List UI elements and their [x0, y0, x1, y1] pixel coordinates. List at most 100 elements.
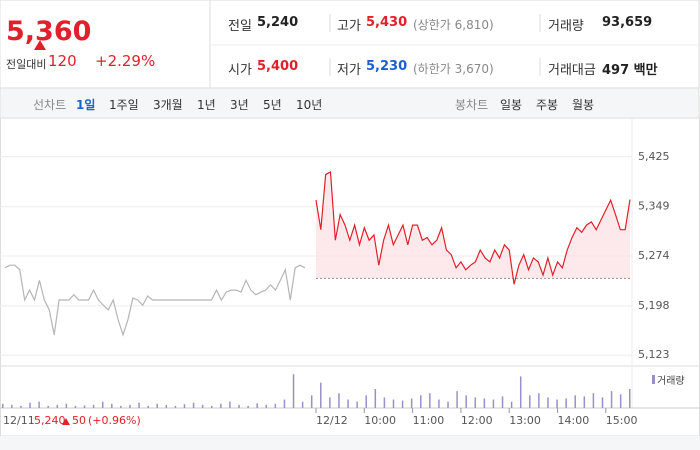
up-arrow: [62, 418, 70, 425]
volume-bar: [292, 374, 295, 408]
stat-label: 시가: [228, 63, 252, 78]
volume-bar: [92, 404, 95, 408]
volume-bar: [156, 403, 158, 408]
change-label: 전일대비: [6, 58, 47, 71]
volume-bar: [501, 396, 504, 408]
tab[interactable]: 1일: [76, 98, 96, 112]
change: 120: [48, 52, 77, 70]
volume-bar: [229, 401, 231, 408]
stat-label: 거래량: [548, 19, 584, 34]
volume-bar: [629, 389, 631, 408]
volume-bar: [338, 393, 340, 408]
volume-bar: [483, 398, 486, 408]
prev-change: 50: [72, 414, 86, 427]
change-pct: +2.29%: [95, 52, 156, 70]
volume-bar: [329, 397, 331, 408]
volume-bar: [383, 397, 386, 408]
stat-value: 5,240: [257, 15, 299, 30]
tab[interactable]: 5년: [263, 98, 282, 112]
volume-bar: [56, 404, 59, 408]
volume-bar: [183, 404, 186, 408]
legend: 거래량: [652, 372, 685, 387]
x-tick-label: 10:00: [364, 414, 396, 427]
volume-bar: [38, 401, 40, 408]
tab[interactable]: 10년: [296, 98, 323, 112]
header-box: [0, 0, 700, 89]
tab-group-label: 봉차트: [455, 98, 489, 112]
tab[interactable]: 3개월: [153, 98, 183, 112]
legend-swatch: [652, 375, 655, 384]
stat-value: 497 백만: [602, 63, 658, 78]
volume-bar: [592, 393, 595, 408]
area-fill: [316, 171, 630, 285]
volume-bar: [120, 405, 122, 408]
tab-bar: [0, 87, 700, 119]
volume-bar: [283, 399, 286, 408]
volume-bar: [365, 395, 367, 408]
volume-bar: [529, 395, 531, 408]
volume-bar: [220, 403, 222, 408]
volume-bar: [111, 403, 113, 408]
volume-bar: [374, 389, 377, 408]
volume-bar: [347, 399, 349, 408]
stat-label: 고가: [337, 19, 361, 34]
y-tick-label: 5,274: [638, 249, 670, 262]
tab[interactable]: 일봉: [500, 98, 523, 112]
volume-bar: [465, 395, 467, 408]
volume-bar: [165, 404, 168, 408]
price: 5,360: [6, 16, 92, 47]
volume-bar: [174, 405, 177, 408]
volume-bar: [619, 394, 622, 408]
volume-bar: [138, 402, 140, 408]
tab[interactable]: 주봉: [536, 98, 559, 112]
volume-bar: [83, 405, 86, 408]
volume-bar: [11, 404, 13, 408]
stat-value: 5,430: [366, 15, 408, 30]
volume-bar: [610, 391, 613, 408]
volume-bar: [510, 401, 513, 408]
stat-value: 5,400: [257, 59, 299, 74]
volume-bar: [429, 393, 431, 408]
stat-value: 93,659: [602, 15, 653, 30]
volume-bar: [519, 376, 522, 408]
volume-bar: [447, 401, 449, 408]
volume-bar: [320, 382, 322, 408]
volume-bar: [211, 405, 213, 408]
volume-bar: [101, 401, 104, 408]
x-tick-label: 11:00: [413, 414, 445, 427]
legend-label: 거래량: [657, 376, 685, 387]
volume-bar: [474, 397, 477, 408]
y-tick-label: 5,123: [638, 348, 670, 361]
volume-bar: [65, 403, 68, 408]
x-tick-label: 14:00: [558, 414, 590, 427]
volume-bar: [538, 393, 540, 408]
volume-bar: [256, 403, 258, 408]
stat-label: 전일: [228, 19, 252, 34]
volume-bar: [20, 405, 22, 408]
footer: [0, 436, 700, 450]
tab-group-label: 선차트: [33, 98, 67, 112]
y-tick-label: 5,198: [638, 299, 670, 312]
tab[interactable]: 1년: [197, 98, 216, 112]
volume-bar: [310, 395, 313, 408]
stat-note: (상한가 6,810): [413, 18, 494, 32]
stat-note: (하한가 3,670): [413, 62, 494, 76]
tab[interactable]: 1주일: [109, 98, 139, 112]
volume-bar: [583, 396, 586, 408]
volume-bar: [410, 398, 413, 408]
volume-bar: [238, 404, 240, 408]
volume-bar: [574, 395, 576, 408]
stat-label: 저가: [337, 63, 361, 78]
prev-change-pct: (+0.96%): [88, 414, 141, 427]
tab[interactable]: 3년: [230, 98, 249, 112]
volume-bar: [301, 401, 304, 408]
stat-label: 거래대금: [548, 63, 596, 78]
y-tick-label: 5,349: [638, 200, 670, 213]
y-tick-label: 5,425: [638, 150, 670, 163]
tab[interactable]: 월봉: [572, 98, 595, 112]
volume-bar: [192, 402, 195, 408]
volume-bar: [356, 401, 358, 408]
volume-bar: [547, 397, 549, 408]
